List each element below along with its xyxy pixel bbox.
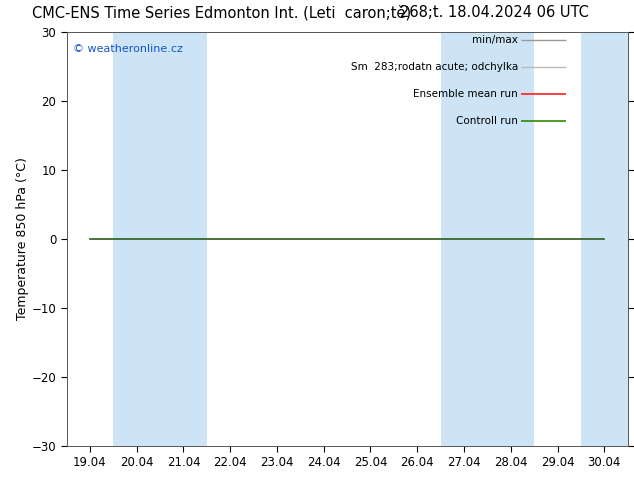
Text: min/max: min/max (472, 35, 518, 45)
Text: © weatheronline.cz: © weatheronline.cz (74, 44, 183, 54)
Text: Sm  283;rodatn acute; odchylka: Sm 283;rodatn acute; odchylka (351, 62, 518, 72)
Text: CMC-ENS Time Series Edmonton Int. (Leti  caron;tě): CMC-ENS Time Series Edmonton Int. (Leti … (32, 5, 411, 21)
Bar (581, 32, 628, 446)
Bar (441, 32, 534, 446)
Text: Controll run: Controll run (456, 116, 518, 126)
Text: Ensemble mean run: Ensemble mean run (413, 89, 518, 99)
Text: 268;t. 18.04.2024 06 UTC: 268;t. 18.04.2024 06 UTC (400, 5, 589, 20)
Bar (113, 32, 207, 446)
Y-axis label: Temperature 850 hPa (°C): Temperature 850 hPa (°C) (16, 157, 29, 320)
